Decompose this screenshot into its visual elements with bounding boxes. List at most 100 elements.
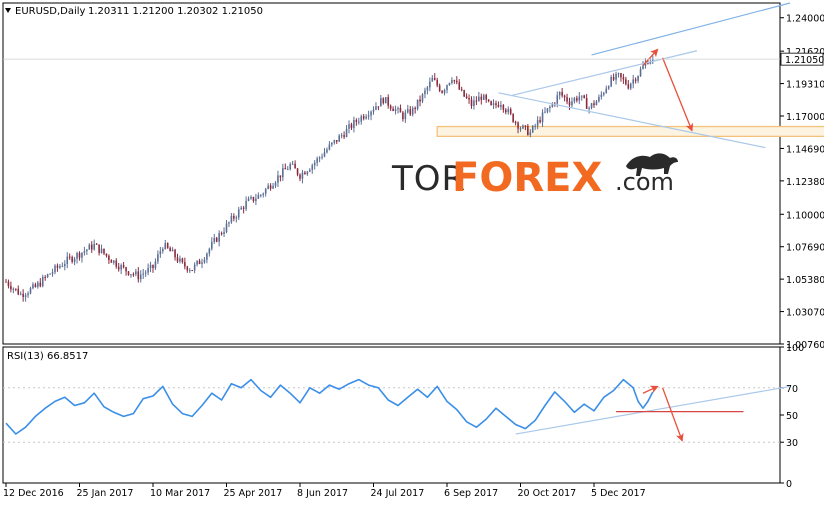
candle-body bbox=[71, 257, 73, 262]
candle-body bbox=[558, 91, 561, 96]
candle bbox=[377, 106, 380, 111]
candle bbox=[549, 105, 551, 113]
candle bbox=[142, 268, 144, 280]
candle bbox=[358, 117, 360, 125]
candle-body bbox=[93, 243, 95, 250]
candle-body bbox=[103, 248, 105, 254]
candle-body bbox=[612, 77, 615, 80]
candle bbox=[326, 147, 328, 154]
bull-body-shape bbox=[626, 153, 678, 176]
price-axis-label: 1.17000 bbox=[786, 112, 824, 123]
price-axis-label: 1.12380 bbox=[786, 177, 824, 188]
candle bbox=[176, 253, 179, 263]
candle bbox=[5, 278, 7, 283]
candle-body bbox=[41, 277, 44, 287]
candle bbox=[580, 95, 583, 101]
candle-body bbox=[176, 257, 179, 262]
candle-body bbox=[56, 265, 59, 268]
candle bbox=[470, 96, 473, 109]
candle bbox=[294, 160, 296, 169]
candle bbox=[115, 258, 118, 269]
candle-body bbox=[377, 106, 380, 108]
candle bbox=[169, 246, 171, 252]
candle bbox=[629, 82, 632, 91]
candle-body bbox=[211, 241, 213, 249]
candle bbox=[144, 270, 147, 278]
candle-body bbox=[233, 216, 235, 219]
candle-body bbox=[159, 251, 162, 255]
candle bbox=[431, 75, 434, 82]
candle bbox=[561, 88, 563, 98]
candle bbox=[429, 77, 431, 92]
candle bbox=[149, 261, 152, 273]
candle-body bbox=[414, 107, 416, 109]
candle bbox=[500, 101, 502, 111]
candle-body bbox=[37, 282, 39, 287]
candle bbox=[536, 116, 539, 130]
candle bbox=[367, 110, 370, 120]
candle-body bbox=[313, 162, 316, 166]
candle-body bbox=[309, 169, 311, 172]
candle bbox=[64, 260, 66, 271]
candle-body bbox=[81, 252, 83, 258]
candle bbox=[125, 266, 127, 276]
candle-body bbox=[15, 288, 17, 290]
candle bbox=[490, 100, 492, 106]
candle bbox=[117, 262, 120, 272]
candle-body bbox=[269, 185, 272, 189]
candle-body bbox=[311, 165, 314, 170]
candle bbox=[595, 99, 598, 106]
candle-body bbox=[213, 237, 216, 242]
candle-body bbox=[632, 79, 634, 84]
candle bbox=[443, 88, 446, 96]
candle-body bbox=[372, 109, 375, 112]
candle bbox=[527, 124, 529, 136]
candle bbox=[252, 196, 255, 203]
candle bbox=[211, 237, 213, 251]
candle-body bbox=[260, 194, 262, 196]
candle bbox=[517, 121, 519, 134]
candle-body bbox=[86, 249, 88, 252]
time-axis-label: 8 Jun 2017 bbox=[297, 488, 348, 499]
candle bbox=[637, 75, 639, 84]
candle-body bbox=[507, 109, 510, 113]
candle bbox=[335, 140, 338, 144]
candle-body bbox=[470, 99, 473, 107]
candle bbox=[83, 246, 86, 256]
candle bbox=[323, 148, 326, 158]
candle bbox=[46, 273, 49, 279]
dropdown-triangle-icon[interactable] bbox=[5, 8, 11, 13]
candle-body bbox=[512, 113, 514, 122]
time-axis-label: 12 Dec 2016 bbox=[3, 488, 64, 499]
candle bbox=[262, 192, 265, 198]
candle bbox=[558, 91, 561, 100]
candle bbox=[242, 205, 245, 214]
candle-body bbox=[139, 274, 142, 280]
candle-body bbox=[404, 112, 407, 120]
candle-body bbox=[576, 98, 578, 101]
candle-body bbox=[162, 248, 164, 252]
candle-body bbox=[34, 284, 37, 287]
price-axis-label: 1.21620 bbox=[786, 47, 824, 58]
candle bbox=[139, 270, 142, 283]
candle-body bbox=[519, 128, 522, 130]
candle bbox=[598, 94, 600, 103]
candle bbox=[333, 139, 336, 145]
candle-body bbox=[100, 248, 103, 253]
candle-body bbox=[113, 260, 115, 263]
candle bbox=[465, 93, 468, 99]
candle bbox=[514, 120, 517, 126]
ohlc-label: 1.20311 1.21200 1.20302 1.21050 bbox=[88, 6, 263, 17]
price-axis-label: 1.24000 bbox=[786, 14, 824, 25]
candle bbox=[154, 258, 157, 271]
candle bbox=[245, 196, 247, 212]
candle-body bbox=[451, 80, 453, 83]
candle-body bbox=[49, 273, 51, 275]
current-price-label: 1.21050 bbox=[785, 55, 824, 66]
candle-body bbox=[605, 88, 608, 93]
candle-body bbox=[468, 98, 470, 100]
candle bbox=[524, 125, 527, 131]
candle bbox=[541, 109, 544, 127]
time-axis-label: 10 Mar 2017 bbox=[150, 488, 210, 499]
candle-body bbox=[399, 108, 402, 113]
